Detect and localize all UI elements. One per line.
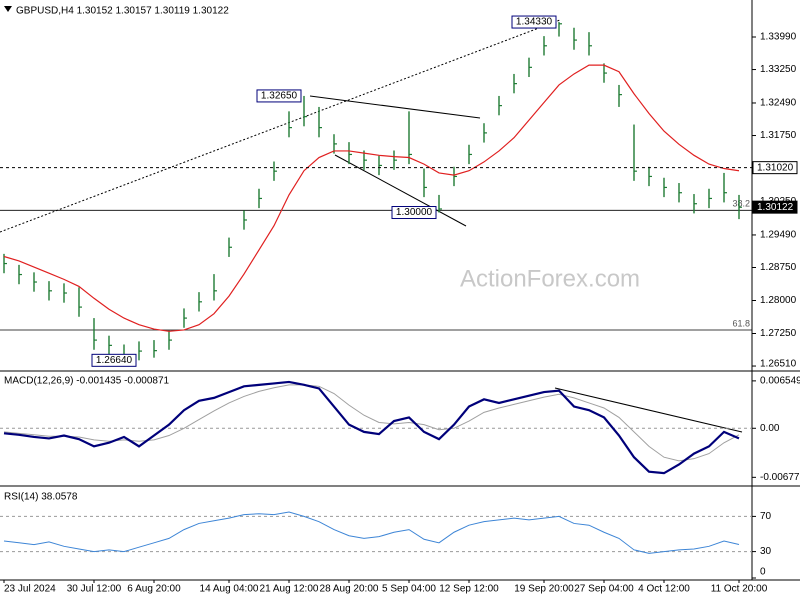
fib-label: 38.2 xyxy=(732,199,750,209)
y-tick-label: 1.26510 xyxy=(760,359,797,370)
annotation-label: 1.30000 xyxy=(396,207,433,218)
panel-title: MACD(12,26,9) -0.001435 -0.000871 xyxy=(4,376,170,387)
annotation-box xyxy=(256,89,302,103)
trend-line xyxy=(309,95,481,119)
annotation-box xyxy=(391,206,437,220)
menu-arrow xyxy=(4,6,12,12)
y-tick-label: 0 xyxy=(760,567,766,578)
signal-line xyxy=(3,384,740,462)
level-box xyxy=(752,161,798,175)
trend-line xyxy=(334,154,467,227)
level-label: 1.31020 xyxy=(757,162,794,173)
x-tick-label: 6 Aug 20:00 xyxy=(127,584,181,595)
x-tick-label: 21 Aug 12:00 xyxy=(260,584,319,595)
panel-title: GBPUSD,H4 1.30152 1.30157 1.30119 1.3012… xyxy=(16,6,229,17)
y-tick-label: -0.006778 xyxy=(760,472,800,483)
x-tick-label: 4 Oct 12:00 xyxy=(638,584,690,595)
y-tick-label: 1.27250 xyxy=(760,328,797,339)
x-tick-label: 28 Aug 20:00 xyxy=(320,584,379,595)
annotation-box xyxy=(511,15,557,29)
fib-label: 61.8 xyxy=(732,318,750,328)
watermark: ActionForex.com xyxy=(460,265,640,292)
annotation-box xyxy=(91,353,137,367)
annotation-label: 1.34330 xyxy=(516,17,553,28)
y-tick-label: 1.28750 xyxy=(760,262,797,273)
y-tick-label: 1.33990 xyxy=(760,32,797,43)
rsi-line xyxy=(3,511,740,554)
x-tick-label: 14 Aug 04:00 xyxy=(200,584,259,595)
y-tick-label: 1.33250 xyxy=(760,64,797,75)
macd-line xyxy=(3,380,740,475)
x-tick-label: 30 Jul 12:00 xyxy=(67,584,122,595)
y-tick-label: 1.31750 xyxy=(760,130,797,141)
panel-title: RSI(14) 38.0578 xyxy=(4,492,78,503)
x-tick-label: 23 Jul 2024 xyxy=(4,584,56,595)
trend-line xyxy=(554,387,743,433)
y-tick-label: 30 xyxy=(760,546,772,557)
x-tick-label: 12 Sep 12:00 xyxy=(439,584,499,595)
y-tick-label: 1.32490 xyxy=(760,98,797,109)
level-box xyxy=(752,200,798,214)
moving-average xyxy=(3,64,740,332)
x-tick-label: 27 Sep 04:00 xyxy=(574,584,634,595)
annotation-label: 1.26640 xyxy=(96,355,133,366)
x-tick-label: 19 Sep 20:00 xyxy=(514,584,574,595)
level-label: 1.30122 xyxy=(757,202,794,213)
annotation-label: 1.32650 xyxy=(261,91,298,102)
y-tick-label: 1.28000 xyxy=(760,295,797,306)
x-tick-label: 11 Oct 20:00 xyxy=(711,584,768,595)
y-tick-label: 1.29490 xyxy=(760,230,797,241)
y-tick-label: 70 xyxy=(760,511,772,522)
y-tick-label: 0.00 xyxy=(760,423,780,434)
x-tick-label: 5 Sep 04:00 xyxy=(382,584,436,595)
y-tick-label: 0.006549 xyxy=(760,376,800,387)
